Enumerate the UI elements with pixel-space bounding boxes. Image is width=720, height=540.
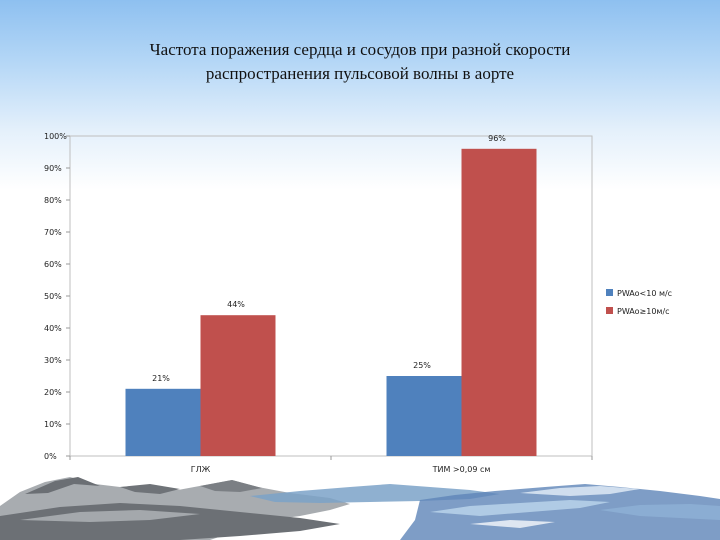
legend-swatch xyxy=(606,289,613,296)
bar xyxy=(200,315,276,456)
data-label: 44% xyxy=(227,300,245,309)
y-tick-label: 60% xyxy=(44,260,62,269)
bar xyxy=(125,388,201,456)
title-line-2: распространения пульсовой волны в аорте xyxy=(205,64,515,83)
data-label: 25% xyxy=(413,361,431,370)
y-tick-label: 20% xyxy=(44,388,62,397)
y-tick-label: 80% xyxy=(44,196,62,205)
category-label: ГЛЖ xyxy=(191,465,211,474)
bar xyxy=(386,376,462,456)
title-line-1: Частота поражения сердца и сосудов при р… xyxy=(149,40,571,59)
y-tick-label: 30% xyxy=(44,356,62,365)
y-tick-label: 90% xyxy=(44,164,62,173)
y-tick-label: 0% xyxy=(44,452,57,461)
y-tick-label: 50% xyxy=(44,292,62,301)
bar xyxy=(461,148,537,457)
y-tick-label: 40% xyxy=(44,324,62,333)
legend-label: PWAo<10 м/с xyxy=(617,289,672,298)
y-tick-label: 10% xyxy=(44,420,62,429)
legend-label: PWAo≥10м/с xyxy=(617,307,670,316)
slide-title: Частота поражения сердца и сосудов при р… xyxy=(60,38,660,86)
legend-swatch xyxy=(606,307,613,314)
category-label: ТИМ >0,09 см xyxy=(432,465,491,474)
y-tick-label: 100% xyxy=(44,132,67,141)
data-label: 96% xyxy=(488,134,506,143)
data-label: 21% xyxy=(152,374,170,383)
y-tick-label: 70% xyxy=(44,228,62,237)
